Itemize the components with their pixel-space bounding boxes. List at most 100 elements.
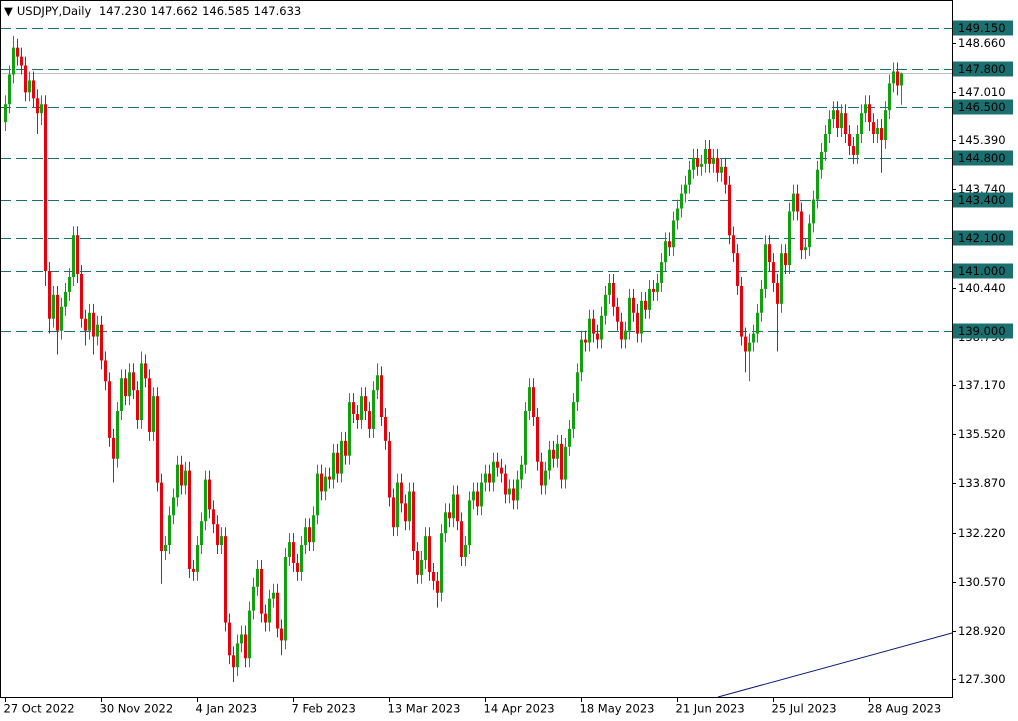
candle-body — [100, 324, 103, 361]
candle-body — [368, 411, 371, 429]
candle-body — [464, 545, 467, 558]
candle-body — [880, 128, 883, 140]
x-tick-label: 21 Jun 2023 — [676, 702, 745, 716]
candle-body — [208, 479, 211, 510]
candle-body — [536, 417, 539, 462]
candle-body — [340, 440, 343, 474]
candle-body — [680, 193, 683, 209]
candle-body — [148, 378, 151, 432]
level-label-box — [953, 263, 1013, 279]
level-label: 146.500 — [958, 100, 1006, 114]
candle-body — [240, 634, 243, 644]
candle-body — [52, 294, 55, 319]
candle-body — [608, 282, 611, 295]
candle-body — [4, 104, 7, 123]
candle-body — [168, 515, 171, 546]
x-tick-label: 7 Feb 2023 — [292, 702, 356, 716]
candle-body — [244, 634, 247, 659]
y-tick-label: 135.520 — [958, 427, 1006, 441]
candle-body — [824, 134, 827, 152]
candle-body — [216, 524, 219, 546]
candle-body — [84, 318, 87, 331]
candle-body — [228, 622, 231, 656]
candle-body — [292, 542, 295, 563]
candle-body — [96, 324, 99, 337]
candle-body — [80, 274, 83, 319]
candle-body — [588, 318, 591, 343]
candle-body — [212, 509, 215, 525]
candle-body — [624, 330, 627, 340]
x-tick-label: 27 Oct 2022 — [4, 702, 75, 716]
level-label-box — [953, 150, 1013, 166]
candle-body — [600, 315, 603, 340]
candle-body — [572, 402, 575, 429]
candle-body — [808, 223, 811, 248]
candle-body — [204, 479, 207, 522]
level-label: 142.100 — [958, 231, 1006, 245]
candle-body — [540, 461, 543, 486]
candle-body — [884, 110, 887, 140]
candle-body — [684, 184, 687, 194]
candle-body — [344, 440, 347, 456]
candle-body — [88, 312, 91, 331]
candle-body — [748, 342, 751, 352]
candle-body — [524, 411, 527, 465]
candle-body — [720, 166, 723, 173]
candle-body — [144, 363, 147, 379]
candle-body — [864, 104, 867, 114]
plot-frame — [0, 0, 953, 698]
candle-body — [324, 476, 327, 492]
candle-body — [448, 512, 451, 519]
time-axis-panel — [0, 697, 952, 721]
candle-body — [544, 470, 547, 486]
candle-body — [856, 134, 859, 155]
candle-body — [640, 300, 643, 334]
candle-body — [764, 244, 767, 289]
candle-body — [8, 74, 11, 105]
candle-body — [472, 491, 475, 501]
candle-body — [60, 306, 63, 331]
candle-body — [888, 83, 891, 111]
candle-body — [528, 387, 531, 412]
candle-body — [160, 482, 163, 552]
candle-body — [328, 476, 331, 480]
candle-body — [312, 515, 315, 543]
candle-body — [460, 521, 463, 558]
level-label-box — [953, 20, 1013, 36]
candle-body — [40, 104, 43, 114]
candle-body — [840, 113, 843, 129]
candle-body — [316, 473, 319, 516]
candles — [4, 35, 903, 683]
y-tick-label: 145.390 — [958, 133, 1006, 147]
candle-body — [776, 282, 779, 304]
level-label: 149.150 — [958, 21, 1006, 35]
candle-body — [556, 443, 559, 459]
level-label: 144.800 — [958, 151, 1006, 165]
price-axis-panel — [952, 0, 1018, 721]
candle-body — [300, 545, 303, 572]
candle-body — [252, 586, 255, 611]
level-label: 143.400 — [958, 193, 1006, 207]
candle-body — [768, 244, 771, 263]
candle-body — [612, 282, 615, 307]
candle-body — [592, 318, 595, 334]
candle-body — [676, 208, 679, 221]
candle-body — [120, 378, 123, 412]
level-label: 139.000 — [958, 324, 1006, 338]
candle-body — [876, 128, 879, 135]
candle-body — [688, 169, 691, 185]
candle-body — [820, 151, 823, 170]
candle-body — [852, 145, 855, 155]
candle-body — [804, 247, 807, 251]
symbol: USDJPY,Daily — [16, 4, 92, 18]
candle-body — [20, 56, 23, 66]
dropdown-arrow[interactable]: ▼ — [4, 4, 13, 18]
x-tick-label: 13 Mar 2023 — [388, 702, 461, 716]
candle-body — [488, 473, 491, 483]
candle-body — [288, 542, 291, 558]
level-label: 147.800 — [958, 62, 1006, 76]
candle-body — [428, 536, 431, 572]
candle-body — [644, 300, 647, 310]
candle-body — [508, 488, 511, 495]
candle-body — [64, 291, 67, 307]
